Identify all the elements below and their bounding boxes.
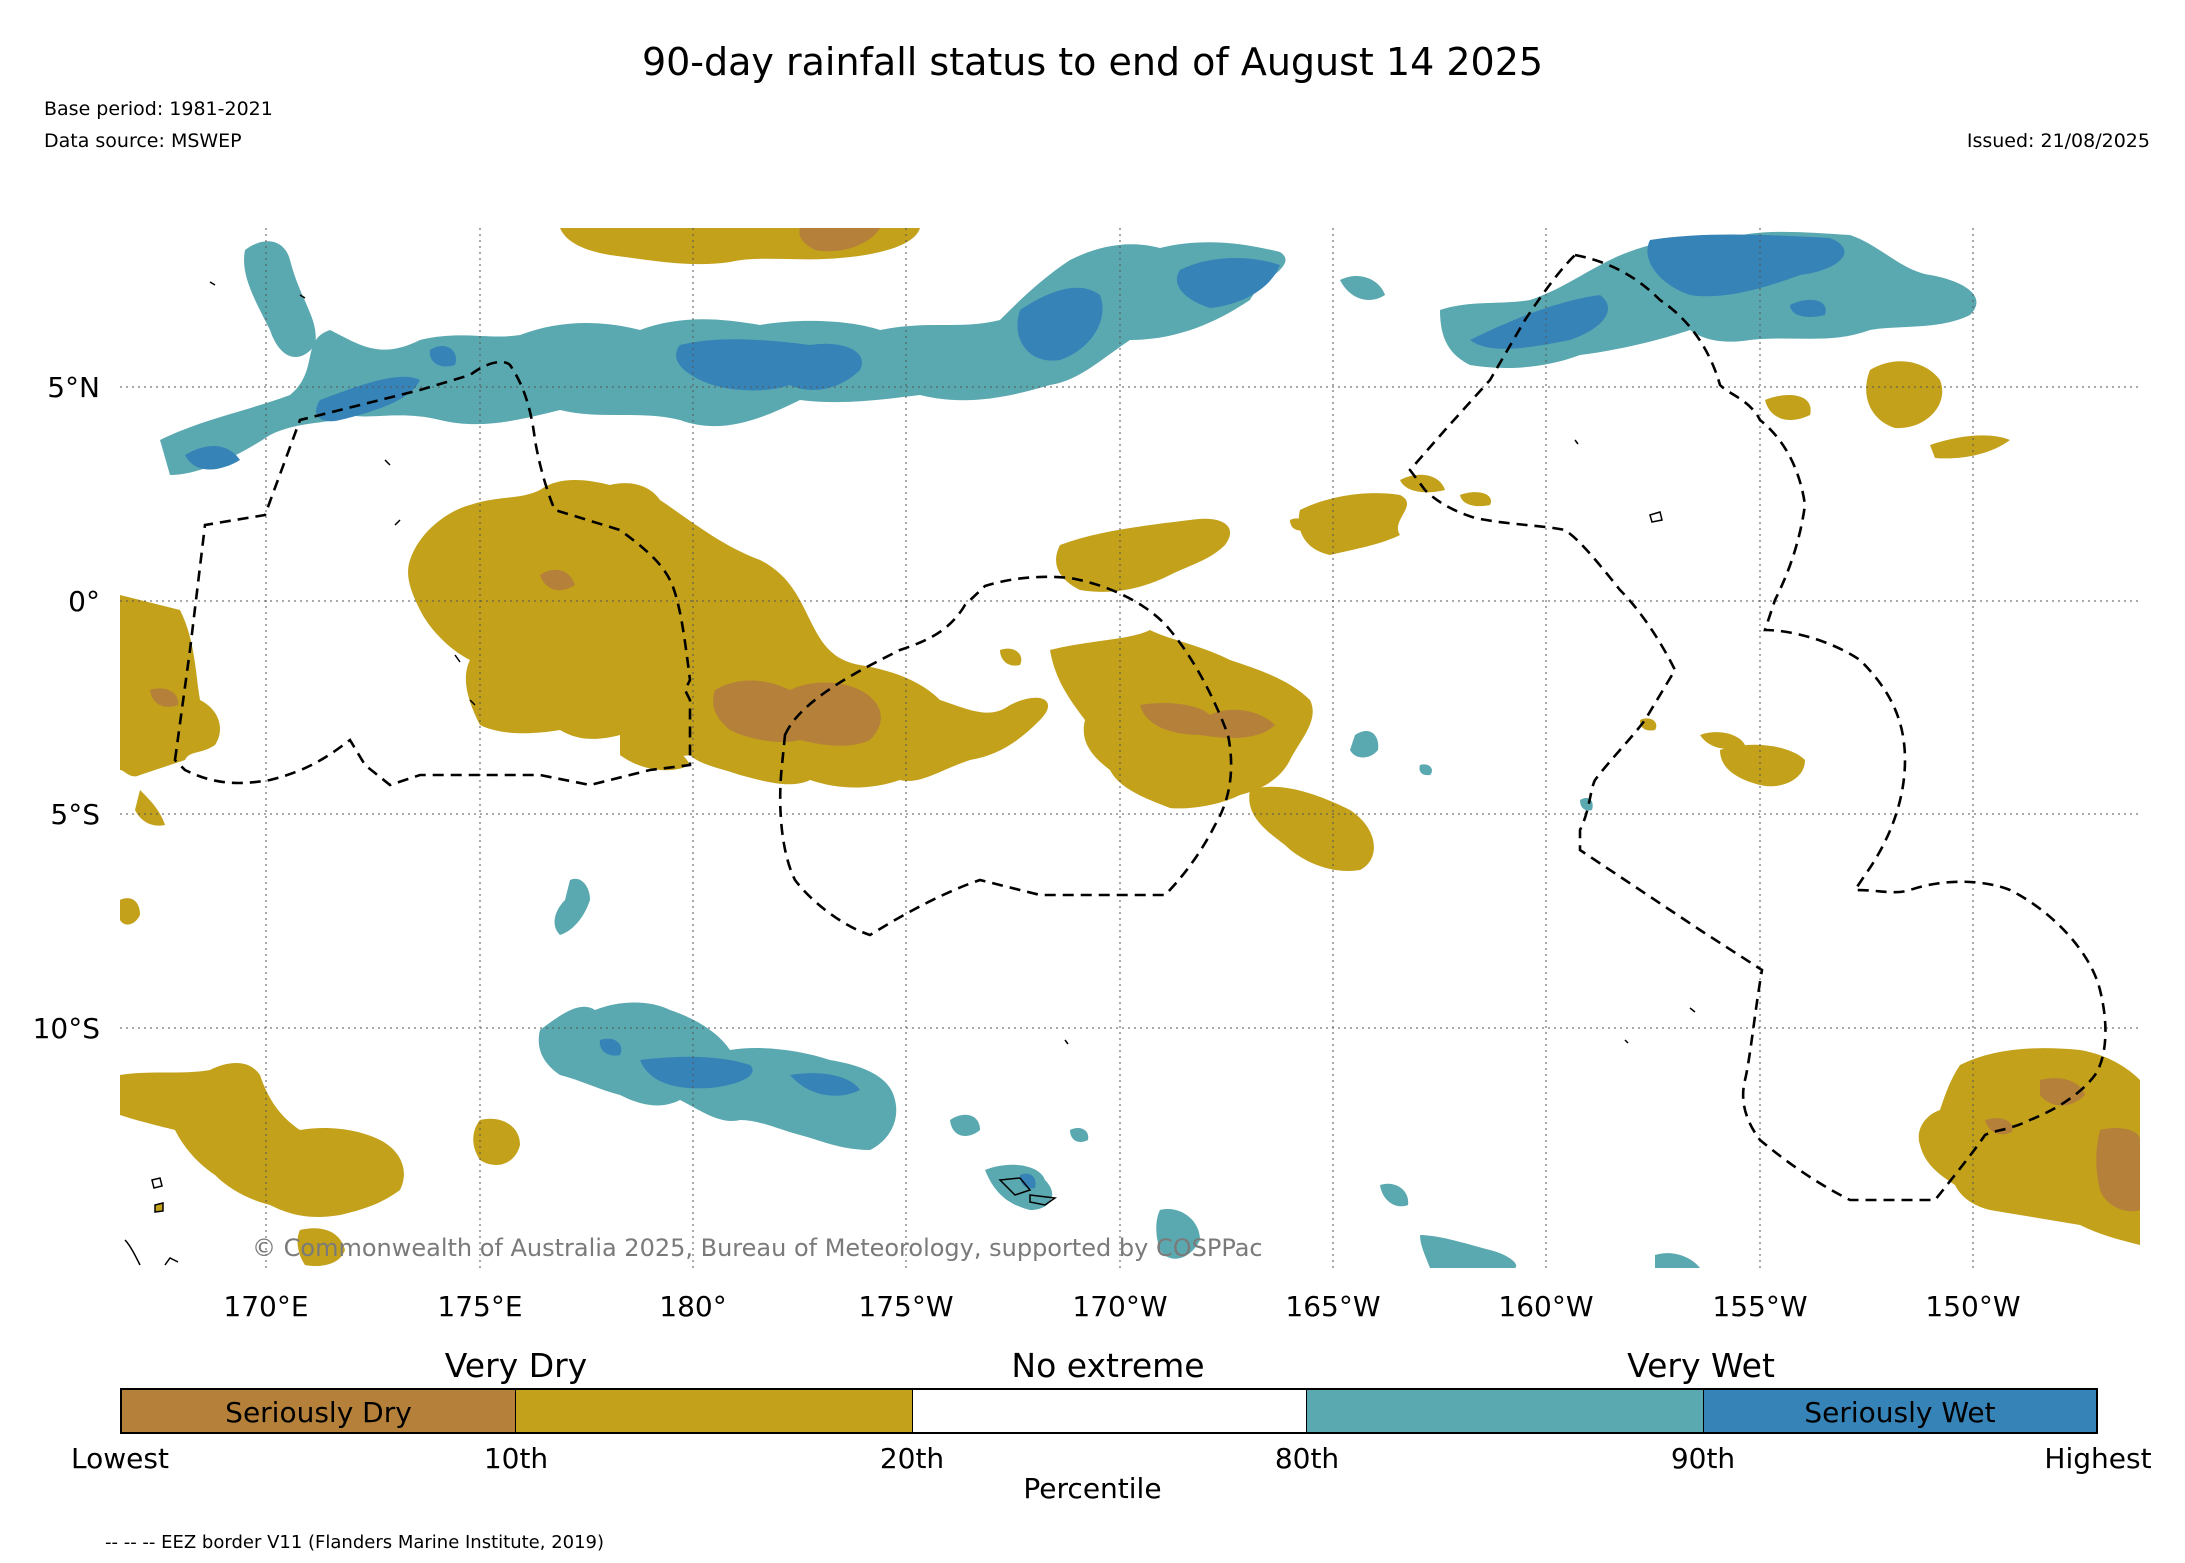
colorbar-seriously-wet: Seriously Wet xyxy=(1703,1388,2098,1434)
atoll-outline xyxy=(209,281,476,706)
lat-label-5s: 5°S xyxy=(50,798,100,831)
seriously-wet-south xyxy=(599,1038,1036,1189)
data-source: Data source: MSWEP xyxy=(44,130,242,152)
seriously-wet-north xyxy=(185,234,1845,470)
fiji-island-outline xyxy=(124,1239,179,1266)
atoll-outline xyxy=(1064,439,1696,1045)
lat-labels: 5°N 0° 5°S 10°S xyxy=(33,371,100,1045)
wet-south xyxy=(538,730,1700,1268)
lon-label: 175°E xyxy=(437,1290,522,1323)
colorbar-tick-highest: Highest xyxy=(2044,1442,2152,1475)
colorbar-no-extreme xyxy=(912,1388,1307,1434)
seriously-dry-south xyxy=(1985,1078,2140,1212)
colorbar-seriously-wet-label: Seriously Wet xyxy=(1804,1396,1996,1429)
samoa-island-outline xyxy=(998,1177,1032,1196)
lon-label: 160°W xyxy=(1498,1290,1593,1323)
lon-labels: 170°E 175°E 180° 175°W 170°W 165°W 160°W… xyxy=(223,1290,2020,1323)
colorbar-tick-20th: 20th xyxy=(879,1442,945,1475)
colorbar-tick-lowest: Lowest xyxy=(71,1442,169,1475)
lat-label-10s: 10°S xyxy=(33,1012,100,1045)
copyright-notice: © Commonwealth of Australia 2025, Bureau… xyxy=(252,1234,1263,1262)
lat-label-5n: 5°N xyxy=(47,371,100,404)
lon-label: 180° xyxy=(659,1290,726,1323)
eez-border-footnote: -- -- -- EEZ border V11 (Flanders Marine… xyxy=(105,1532,605,1553)
legend-heading-very-wet: Very Wet xyxy=(1627,1346,1775,1385)
dry-west-edge xyxy=(120,595,220,925)
island-outlines xyxy=(124,281,1696,1266)
lon-label: 175°W xyxy=(858,1290,953,1323)
colorbar-tick-80th: 80th xyxy=(1274,1442,1340,1475)
lon-label: 165°W xyxy=(1285,1290,1380,1323)
legend-heading-very-dry: Very Dry xyxy=(444,1346,588,1385)
lon-label: 170°W xyxy=(1072,1290,1167,1323)
colorbar-very-wet xyxy=(1307,1388,1703,1434)
samoa-island-outline xyxy=(1029,1194,1058,1206)
eez-borders xyxy=(173,253,2107,1202)
colorbar-tick-90th: 90th xyxy=(1670,1442,1736,1475)
gridlines xyxy=(120,228,2140,1268)
seriously-dry-equatorial xyxy=(540,569,1275,746)
eez-border-kiribati-line xyxy=(1408,253,2107,1202)
colorbar-seriously-dry: Seriously Dry xyxy=(120,1388,516,1434)
lon-label: 170°E xyxy=(223,1290,308,1323)
dry-south xyxy=(120,1048,2140,1267)
lon-label: 150°W xyxy=(1925,1290,2020,1323)
tuvalu-island-outline xyxy=(151,1177,163,1189)
base-period: Base period: 1981-2021 xyxy=(44,98,273,120)
lat-label-0: 0° xyxy=(68,585,100,618)
legend-heading-no-extreme: No extreme xyxy=(1011,1346,1205,1385)
cook-island-outline xyxy=(1649,511,1663,523)
lon-label: 155°W xyxy=(1712,1290,1807,1323)
eez-border-kiribati-gilbert xyxy=(173,360,692,787)
dry-equatorial xyxy=(408,474,1805,871)
colorbar-seriously-dry-label: Seriously Dry xyxy=(225,1396,412,1429)
seriously-dry-west-edge xyxy=(150,688,179,707)
rainfall-anomaly-layer xyxy=(120,228,2140,1268)
colorbar-very-dry xyxy=(516,1388,912,1434)
issued-date: Issued: 21/08/2025 xyxy=(1966,130,2150,152)
page-title: 90-day rainfall status to end of August … xyxy=(641,40,1544,84)
seriously-dry-north-top xyxy=(799,228,880,252)
tuvalu-island-outline xyxy=(154,1202,164,1213)
colorbar-axis-label: Percentile xyxy=(1023,1472,1162,1505)
colorbar-tick-10th: 10th xyxy=(483,1442,549,1475)
